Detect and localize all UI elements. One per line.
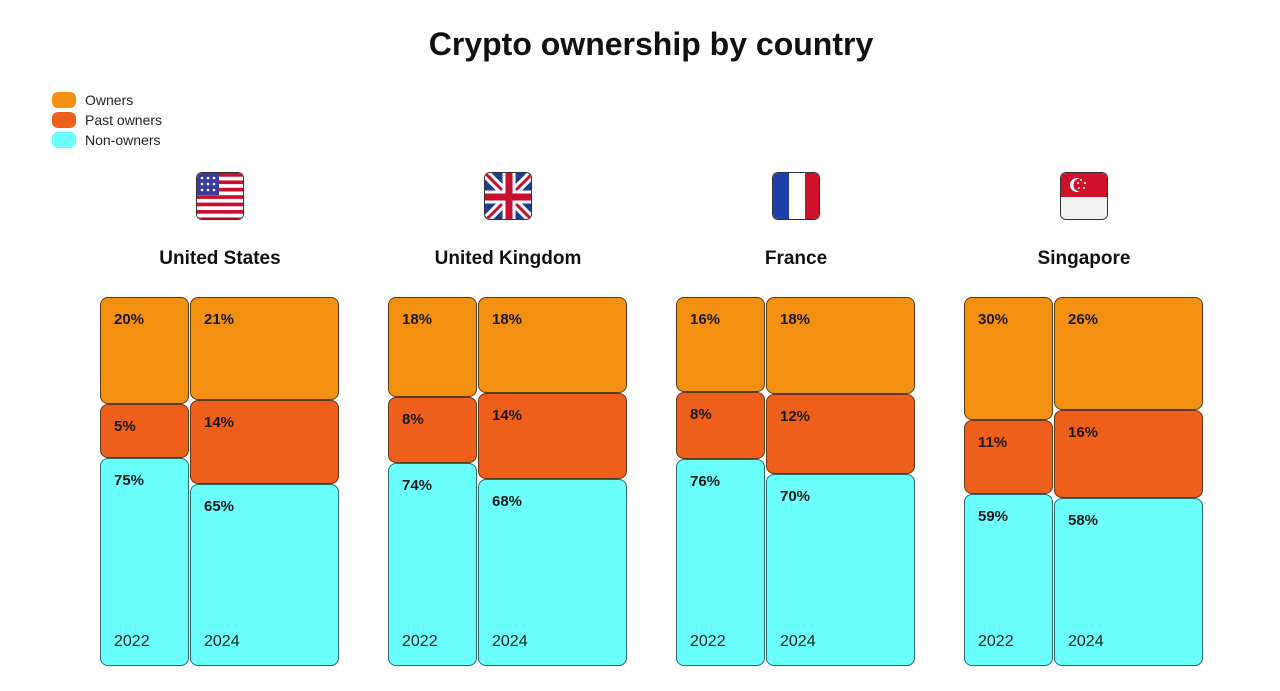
- bar-segment-non-owners-2022: 59%: [964, 493, 1053, 666]
- legend-label: Past owners: [85, 112, 163, 128]
- legend-item-non-owners: Non-owners: [52, 130, 162, 150]
- bar-segment-past-owners-2024: 14%: [190, 400, 339, 485]
- legend-swatch: [52, 132, 76, 148]
- data-label: 20%: [114, 311, 145, 328]
- bar-segment-past-owners-2024: 14%: [478, 393, 627, 479]
- bar-segment-owners-2024: 18%: [478, 297, 627, 394]
- data-label: 70%: [780, 487, 811, 505]
- bar-segment-past-owners-2024: 16%: [1054, 409, 1203, 498]
- singapore-flag-icon: [1060, 172, 1108, 220]
- legend: Owners Past owners Non-owners: [52, 90, 162, 150]
- year-label: 2024: [492, 633, 528, 650]
- data-label: 21%: [204, 311, 235, 328]
- data-label: 5%: [114, 418, 136, 436]
- data-label: 14%: [492, 407, 523, 425]
- country-name: United Kingdom: [434, 248, 582, 269]
- chart-title: Crypto ownership by country: [428, 26, 874, 62]
- data-label: 11%: [978, 433, 1008, 451]
- year-label: 2022: [690, 633, 726, 650]
- data-label: 68%: [492, 492, 523, 510]
- bar-segment-owners-2024: 18%: [766, 297, 915, 395]
- data-label: 75%: [114, 472, 145, 490]
- uk-flag-icon: [484, 172, 532, 220]
- us-flag-icon: [196, 172, 244, 220]
- data-label: 18%: [780, 311, 811, 328]
- year-label: 2024: [204, 633, 240, 650]
- bar-segment-non-owners-2022: 75%: [100, 458, 189, 666]
- legend-item-past-owners: Past owners: [52, 110, 162, 130]
- legend-label: Non-owners: [85, 132, 161, 148]
- data-label: 16%: [1068, 423, 1099, 441]
- year-label: 2022: [978, 633, 1014, 650]
- bar-segment-non-owners-2024: 68%: [478, 478, 627, 666]
- country-name: France: [764, 248, 828, 269]
- legend-label: Owners: [85, 92, 134, 108]
- data-label: 18%: [402, 311, 433, 328]
- bar-segment-non-owners-2024: 65%: [190, 484, 339, 666]
- data-label: 18%: [492, 311, 523, 328]
- bar-segment-owners-2024: 21%: [190, 297, 339, 401]
- france-flag-icon: [772, 172, 820, 220]
- legend-swatch: [52, 112, 76, 128]
- bar-segment-owners-2022: 20%: [100, 297, 189, 405]
- data-label: 76%: [690, 473, 721, 491]
- data-label: 26%: [1068, 311, 1099, 328]
- data-label: 30%: [978, 311, 1009, 328]
- bar-segment-past-owners-2022: 11%: [964, 419, 1053, 494]
- bar-segment-non-owners-2024: 58%: [1054, 497, 1203, 666]
- data-label: 12%: [780, 408, 811, 426]
- legend-item-owners: Owners: [52, 90, 162, 110]
- bar-segment-owners-2022: 30%: [964, 297, 1053, 420]
- country-name: Singapore: [1037, 248, 1131, 269]
- year-label: 2022: [402, 633, 438, 650]
- year-label: 2022: [114, 633, 150, 650]
- data-label: 8%: [402, 410, 424, 428]
- bar-segment-non-owners-2022: 74%: [388, 463, 477, 666]
- data-label: 59%: [978, 507, 1009, 525]
- bar-segment-past-owners-2022: 8%: [676, 391, 765, 460]
- data-label: 74%: [402, 477, 433, 495]
- legend-swatch: [52, 92, 76, 108]
- bar-segment-owners-2022: 16%: [676, 297, 765, 392]
- country-name: United States: [159, 248, 281, 269]
- bar-segment-owners-2022: 18%: [388, 297, 477, 397]
- year-label: 2024: [780, 633, 816, 650]
- data-label: 65%: [204, 498, 235, 516]
- data-label: 16%: [690, 311, 721, 328]
- data-label: 14%: [204, 414, 235, 432]
- data-label: 58%: [1068, 511, 1099, 529]
- bar-segment-past-owners-2022: 5%: [100, 404, 189, 459]
- bar-segment-non-owners-2024: 70%: [766, 473, 915, 666]
- bar-segment-past-owners-2024: 12%: [766, 394, 915, 474]
- bar-segment-owners-2024: 26%: [1054, 297, 1203, 410]
- bar-segment-past-owners-2022: 8%: [388, 396, 477, 464]
- data-label: 8%: [690, 405, 712, 423]
- bar-segment-non-owners-2022: 76%: [676, 459, 765, 666]
- year-label: 2024: [1068, 633, 1104, 650]
